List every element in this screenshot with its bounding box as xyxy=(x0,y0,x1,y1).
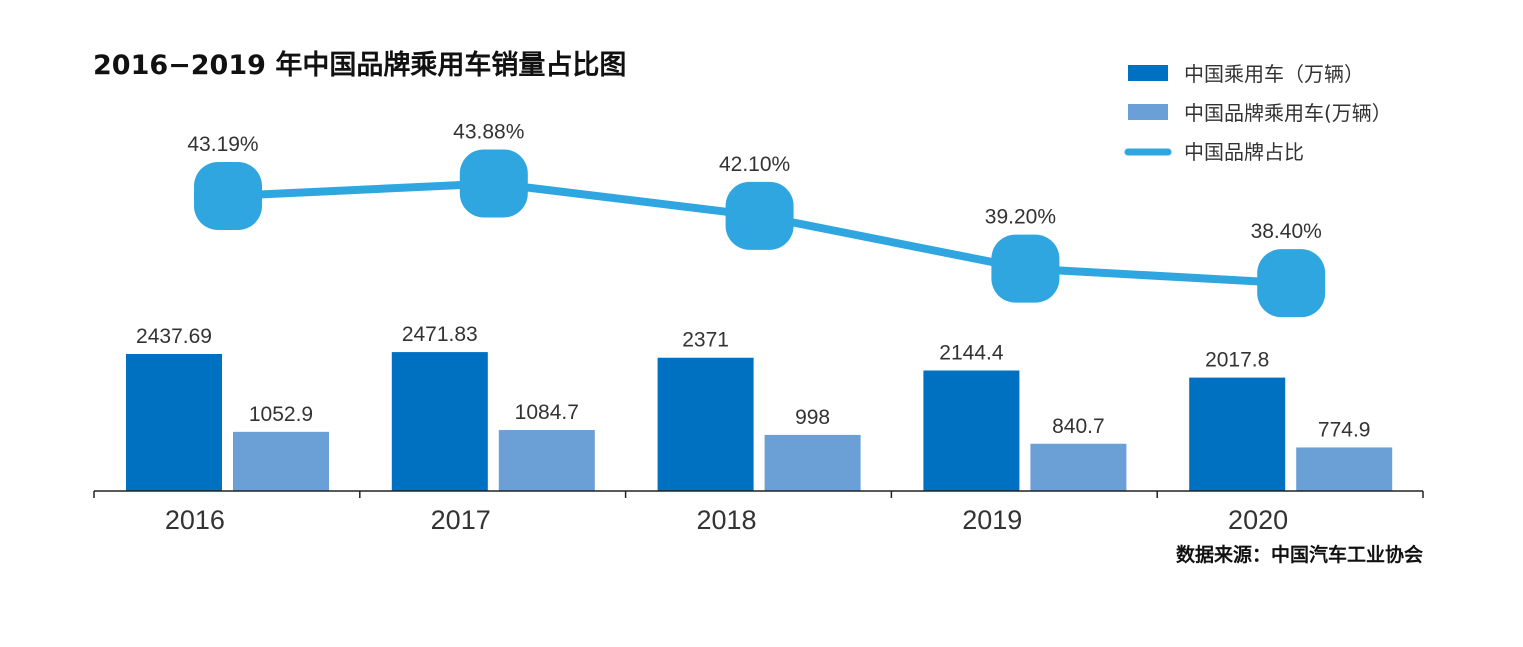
share-point-2020 xyxy=(1257,249,1326,318)
bar-china-brand-2016 xyxy=(233,431,329,491)
bar-china-brand-2017 xyxy=(498,430,595,491)
bar-label-china-passenger-2019: 2144.4 xyxy=(939,341,1004,364)
legend-swatch-china-passenger xyxy=(1128,65,1168,81)
x-tick-label-2018: 2018 xyxy=(696,505,756,535)
share-label-2020: 38.40% xyxy=(1251,220,1322,243)
bar-china-passenger-2018 xyxy=(657,357,754,491)
bar-china-brand-2020 xyxy=(1296,447,1393,491)
plot-area: 2437.69 1052.9 2471.83 1084.7 2371 998 2144.4 8… xyxy=(93,120,1424,535)
bar-label-china-passenger-2017: 2471.83 xyxy=(402,323,478,346)
bar-label-china-passenger-2020: 2017.8 xyxy=(1205,349,1269,372)
legend-label-china-passenger: 中国乘用车（万辆） xyxy=(1184,62,1364,86)
x-tick-label-2020: 2020 xyxy=(1228,505,1288,535)
bar-label-china-brand-2019: 840.7 xyxy=(1052,415,1105,438)
share-point-2017 xyxy=(459,149,528,218)
bar-label-china-brand-2020: 774.9 xyxy=(1318,418,1371,441)
share-point-2019 xyxy=(991,234,1060,303)
legend-label-china-brand: 中国品牌乘用车(万辆） xyxy=(1184,101,1392,125)
legend-label-brand-share: 中国品牌占比 xyxy=(1184,140,1304,164)
share-label-2017: 43.88% xyxy=(453,120,524,143)
bar-china-passenger-2019 xyxy=(923,370,1020,491)
x-tick-label-2016: 2016 xyxy=(165,505,225,535)
bar-label-china-brand-2017: 1084.7 xyxy=(515,401,579,424)
x-tick-label-2019: 2019 xyxy=(962,505,1022,535)
chart-title: 2016−2019 年中国品牌乘用车销量占比图 xyxy=(93,49,626,81)
share-label-2019: 39.20% xyxy=(985,206,1056,229)
legend: 中国乘用车（万辆） 中国品牌乘用车(万辆） 中国品牌占比 xyxy=(1124,62,1392,164)
share-label-2018: 42.10% xyxy=(719,153,790,176)
legend-swatch-china-brand xyxy=(1128,104,1168,120)
bar-china-passenger-2020 xyxy=(1189,377,1286,491)
data-source: 数据来源：中国汽车工业协会 xyxy=(1176,543,1423,566)
share-label-2016: 43.19% xyxy=(187,133,258,156)
bar-label-china-passenger-2016: 2437.69 xyxy=(136,325,212,348)
bar-china-passenger-2016 xyxy=(126,354,222,491)
share-point-2016 xyxy=(194,162,262,230)
bar-china-brand-2019 xyxy=(1030,443,1127,491)
bar-label-china-passenger-2018: 2371 xyxy=(682,329,729,352)
bar-china-brand-2018 xyxy=(764,434,861,491)
bar-label-china-brand-2018: 998 xyxy=(795,406,830,429)
bar-label-china-brand-2016: 1052.9 xyxy=(249,403,313,426)
share-point-2018 xyxy=(725,181,794,250)
x-tick-label-2017: 2017 xyxy=(431,505,491,535)
bar-china-passenger-2017 xyxy=(391,352,488,491)
